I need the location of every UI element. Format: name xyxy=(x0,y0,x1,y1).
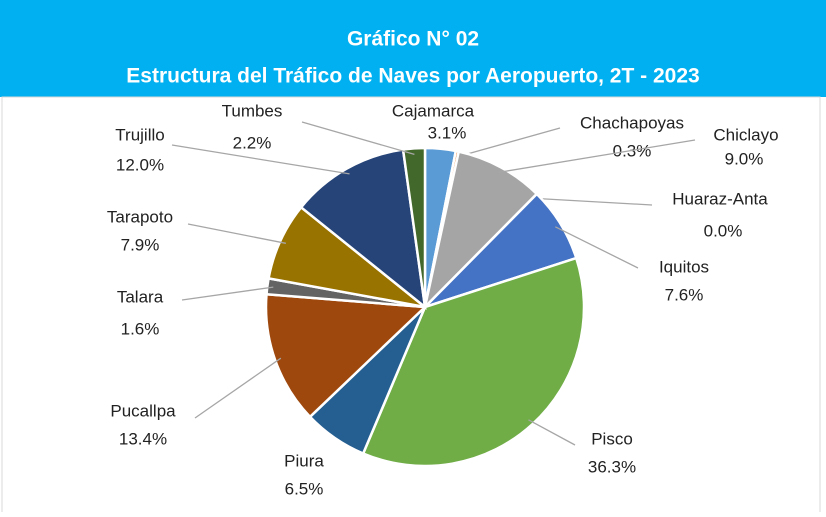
leader-line xyxy=(455,127,561,158)
slice-label: Cajamarca xyxy=(392,101,475,120)
slice-label: Trujillo xyxy=(115,125,164,144)
slice-label: Chiclayo xyxy=(713,125,778,144)
pie-slice xyxy=(299,148,427,310)
leader-line xyxy=(532,197,653,206)
chart-title: Gráfico N° 02 xyxy=(347,28,479,51)
slice-label: Chachapoyas xyxy=(580,113,684,132)
leader-line xyxy=(301,121,415,155)
slice-label: Pisco xyxy=(591,429,633,448)
leader-line xyxy=(528,419,576,446)
leader-line xyxy=(497,139,696,174)
slice-value: 1.6% xyxy=(121,319,160,338)
slice-label: Talara xyxy=(117,287,164,306)
pie-slice xyxy=(264,292,428,419)
slice-value: 7.9% xyxy=(121,235,160,254)
slice-label: Piura xyxy=(284,451,324,470)
leader-line xyxy=(194,357,282,419)
pie-slice xyxy=(422,150,539,311)
slice-value: 2.2% xyxy=(233,133,272,152)
slice-label: Tumbes xyxy=(222,101,283,120)
slice-label: Iquitos xyxy=(659,257,709,276)
slice-label: Tarapoto xyxy=(107,207,173,226)
leader-line xyxy=(554,226,639,269)
slice-value: 6.5% xyxy=(285,479,324,498)
slice-value: 36.3% xyxy=(588,457,636,476)
slice-value: 0.0% xyxy=(704,221,743,240)
leader-line xyxy=(181,286,274,301)
slice-value: 9.0% xyxy=(725,149,764,168)
slice-value: 12.0% xyxy=(116,155,164,174)
chart-subtitle: Estructura del Tráfico de Naves por Aero… xyxy=(126,65,699,88)
slice-value: 3.1% xyxy=(428,123,467,142)
leader-line xyxy=(187,223,287,244)
slice-label: Pucallpa xyxy=(110,401,176,420)
slice-value: 7.6% xyxy=(665,285,704,304)
slice-value: 13.4% xyxy=(119,429,167,448)
leader-line xyxy=(171,144,350,175)
slice-label: Huaraz-Anta xyxy=(672,189,768,208)
header-band xyxy=(0,0,826,97)
pie-slice xyxy=(361,256,586,468)
pie-slice xyxy=(401,146,427,308)
